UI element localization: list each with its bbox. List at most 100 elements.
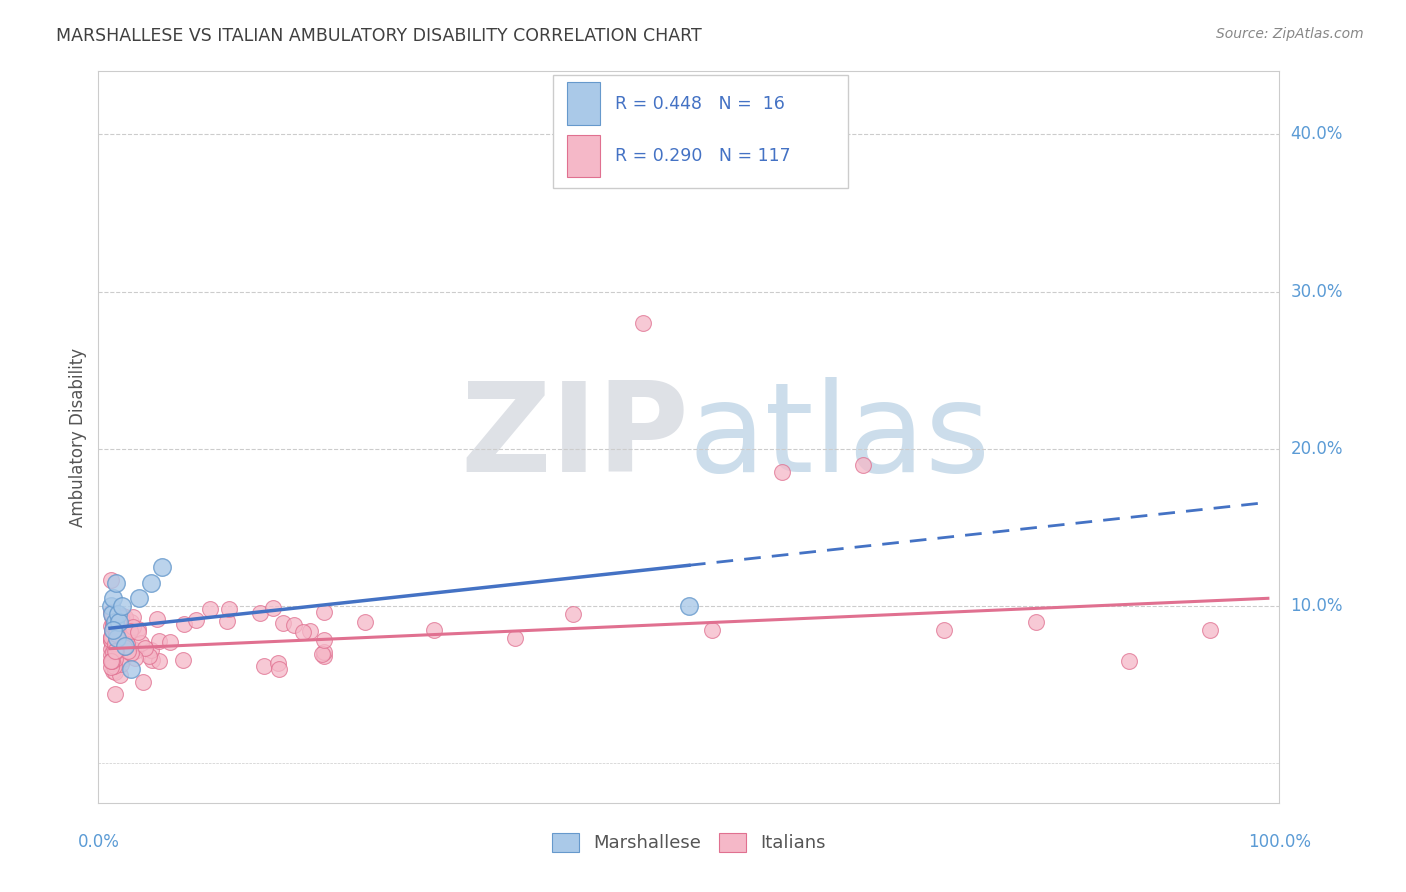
Point	[105, 645, 128, 659]
Bar	[567, 82, 600, 125]
Point	[146, 612, 169, 626]
Point	[105, 626, 128, 640]
Point	[298, 624, 321, 638]
Point	[108, 615, 131, 629]
Point	[770, 466, 793, 480]
Point	[271, 615, 294, 630]
Text: 20.0%: 20.0%	[1291, 440, 1343, 458]
Point	[852, 458, 875, 472]
Point	[122, 620, 145, 634]
Point	[101, 664, 124, 678]
Point	[101, 617, 124, 632]
Point	[101, 657, 124, 671]
Point	[283, 618, 305, 632]
Point	[562, 607, 585, 621]
Point	[353, 615, 375, 629]
Point	[103, 591, 125, 606]
Point	[101, 638, 124, 652]
Point	[103, 652, 125, 666]
Point	[215, 614, 238, 628]
Point	[104, 615, 127, 629]
Point	[132, 674, 155, 689]
Point	[110, 599, 132, 614]
Point	[262, 601, 284, 615]
Point	[120, 662, 142, 676]
Point	[101, 656, 124, 670]
Point	[249, 606, 271, 620]
Point	[1025, 615, 1047, 629]
Text: R = 0.448   N =  16: R = 0.448 N = 16	[614, 95, 785, 112]
Point	[631, 316, 654, 330]
Point	[101, 628, 124, 642]
Point	[100, 631, 122, 645]
Point	[100, 660, 122, 674]
Point	[292, 624, 315, 639]
Point	[107, 647, 129, 661]
Point	[312, 649, 335, 664]
Point	[105, 623, 128, 637]
Point	[100, 632, 122, 647]
Point	[105, 615, 128, 629]
Legend: Marshallese, Italians: Marshallese, Italians	[544, 826, 834, 860]
Point	[117, 643, 139, 657]
Point	[115, 636, 138, 650]
Point	[104, 620, 127, 634]
Point	[115, 630, 138, 644]
Point	[111, 611, 134, 625]
Point	[267, 656, 290, 670]
Point	[100, 648, 122, 662]
Point	[108, 631, 131, 645]
Point	[1118, 654, 1140, 668]
Point	[122, 642, 145, 657]
Point	[104, 640, 127, 655]
Point	[128, 591, 150, 606]
Point	[932, 623, 955, 637]
Point	[115, 644, 138, 658]
Point	[678, 599, 700, 614]
Point	[423, 623, 446, 637]
Text: 0.0%: 0.0%	[77, 833, 120, 851]
Point	[198, 602, 221, 616]
Point	[120, 645, 142, 659]
Point	[503, 631, 526, 645]
Point	[117, 621, 139, 635]
Point	[103, 655, 125, 669]
Point	[141, 653, 163, 667]
Point	[108, 640, 131, 654]
Point	[141, 643, 163, 657]
Point	[103, 623, 125, 637]
Point	[139, 575, 162, 590]
Point	[114, 639, 136, 653]
Point	[111, 608, 134, 623]
Point	[111, 628, 134, 642]
Point	[103, 658, 125, 673]
Text: 10.0%: 10.0%	[1291, 597, 1343, 615]
Point	[107, 627, 129, 641]
Point	[138, 648, 160, 663]
Point	[100, 654, 122, 668]
Point	[150, 559, 173, 574]
Text: 40.0%: 40.0%	[1291, 125, 1343, 144]
Point	[107, 642, 129, 657]
Point	[112, 651, 135, 665]
Point	[101, 632, 124, 646]
Point	[101, 619, 124, 633]
Point	[110, 610, 132, 624]
Point	[108, 668, 131, 682]
Point	[101, 607, 124, 621]
Point	[110, 657, 132, 671]
Point	[218, 602, 240, 616]
Text: 30.0%: 30.0%	[1291, 283, 1343, 301]
Point	[101, 624, 124, 639]
Point	[100, 618, 122, 632]
Point	[100, 633, 122, 648]
Point	[127, 624, 149, 639]
Y-axis label: Ambulatory Disability: Ambulatory Disability	[69, 348, 87, 526]
Point	[101, 645, 124, 659]
Point	[314, 644, 336, 658]
Bar	[567, 135, 600, 177]
Point	[312, 605, 335, 619]
Point	[269, 662, 291, 676]
Point	[253, 658, 276, 673]
Point	[114, 610, 136, 624]
